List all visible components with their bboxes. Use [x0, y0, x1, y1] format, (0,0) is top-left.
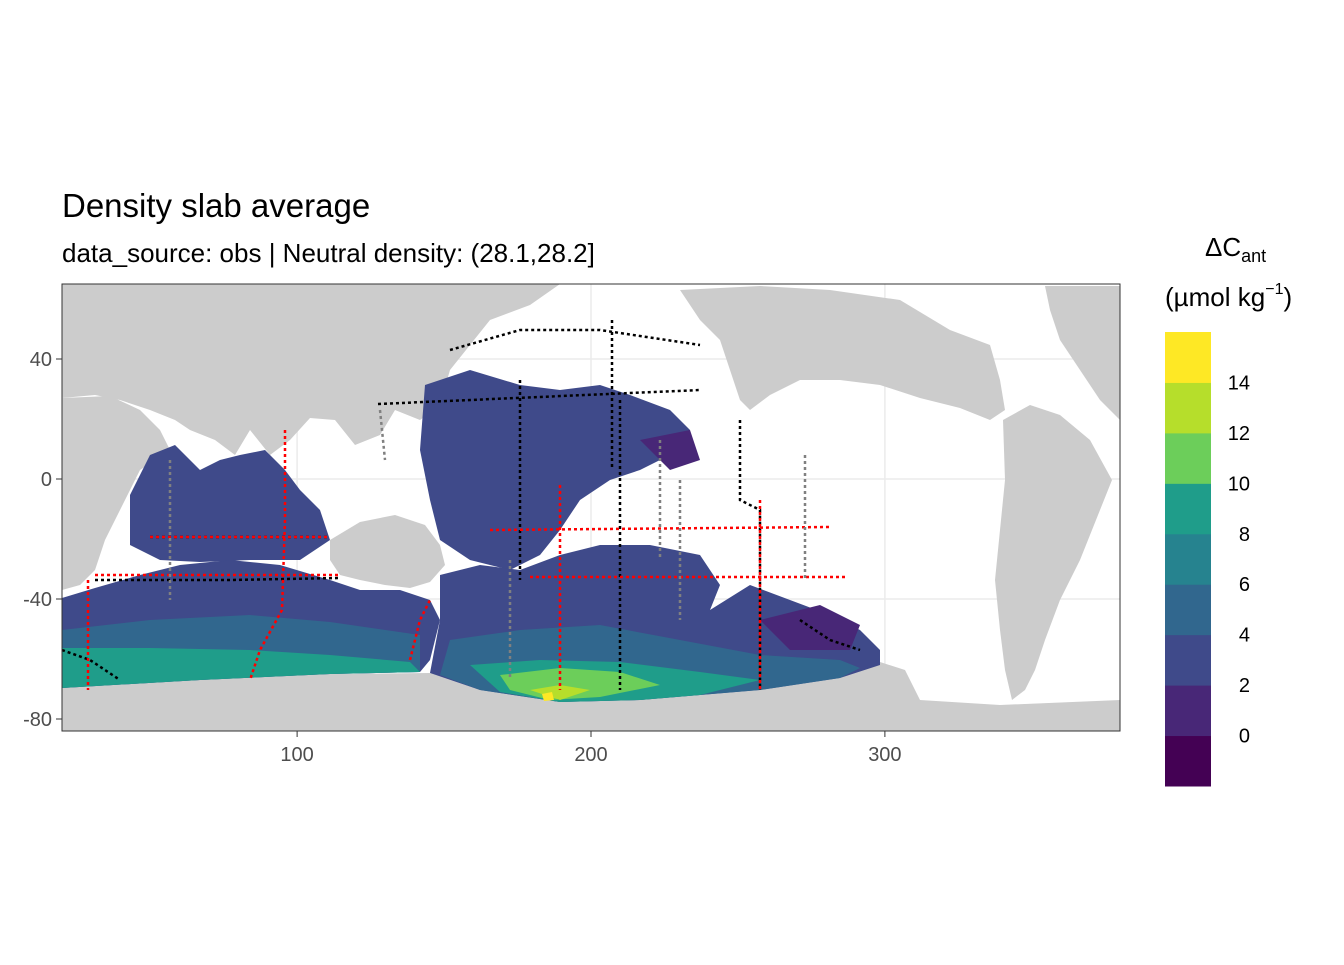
legend-label: 2: [1239, 675, 1250, 697]
legend-key: [1165, 634, 1211, 686]
legend-key: [1165, 533, 1211, 585]
legend-units-prefix: (µmol kg: [1165, 282, 1265, 312]
x-tick-label: 200: [574, 744, 607, 766]
land-europe: [1045, 286, 1120, 420]
legend-units: (µmol kg−1): [1165, 281, 1292, 312]
field-north-pacific-low: [640, 430, 700, 470]
track-red-6: [408, 599, 432, 661]
legend-label: 6: [1239, 574, 1250, 596]
plot-title: Density slab average: [62, 187, 370, 224]
legend-key: [1165, 332, 1211, 383]
track-red-2: [489, 525, 831, 532]
track-black-6: [738, 420, 762, 690]
field-antarctic-shelf-indian: [62, 648, 420, 688]
y-tick-label: 40: [30, 349, 52, 371]
track-black-3: [449, 328, 701, 352]
track-red-4: [248, 430, 287, 681]
legend-title: ΔCant: [1205, 232, 1266, 266]
legend-title-sub: ant: [1241, 246, 1266, 266]
legend-label: 12: [1228, 423, 1250, 445]
legend-units-suffix: ): [1283, 282, 1292, 312]
plot-subtitle: data_source: obs | Neutral density: (28.…: [62, 238, 595, 268]
land-antarctica: [62, 662, 1120, 731]
y-axis: 40 0 -40 -80: [23, 349, 62, 731]
field-pacific-west: [420, 370, 690, 570]
cruise-tracks: [62, 320, 861, 690]
legend-key: [1165, 735, 1211, 787]
track-black-9: [799, 618, 861, 652]
land-africa: [62, 396, 170, 590]
y-tick-label: -40: [23, 589, 52, 611]
field-ross-core: [530, 685, 590, 700]
legend-label: 10: [1228, 473, 1250, 495]
plot-panel: [61, 283, 1121, 732]
legend-key: [1165, 382, 1211, 434]
map-layers: [62, 284, 1120, 731]
legend-label: 0: [1239, 726, 1250, 748]
x-tick-label: 300: [868, 744, 901, 766]
legend-key: [1165, 584, 1211, 636]
land-layer: [62, 284, 1120, 731]
legend-key: [1165, 685, 1211, 737]
x-axis: 100 200 300: [280, 731, 902, 766]
land-south-america: [995, 405, 1112, 700]
legend-label: 4: [1239, 625, 1250, 647]
legend: ΔCant (µmol kg−1) 0 2 4 6 8 10 12 14: [1165, 232, 1292, 787]
legend-key: [1165, 483, 1211, 535]
land-north-america: [680, 286, 1005, 420]
field-indian-north: [130, 445, 330, 562]
legend-title-main: ΔC: [1205, 232, 1241, 262]
legend-units-sup: −1: [1265, 281, 1283, 298]
y-tick-label: 0: [41, 469, 52, 491]
land-asia: [62, 284, 560, 455]
x-tick-label: 100: [280, 744, 313, 766]
y-tick-label: -80: [23, 709, 52, 731]
legend-labels: 0 2 4 6 8 10 12 14: [1228, 372, 1250, 747]
field-max-spot: [542, 692, 554, 701]
legend-label: 8: [1239, 524, 1250, 546]
legend-key: [1165, 432, 1211, 484]
track-black-4: [95, 576, 341, 582]
track-grey-3: [378, 409, 387, 461]
land-australia: [330, 515, 445, 588]
legend-label: 14: [1228, 372, 1250, 394]
legend-keys: [1165, 332, 1211, 787]
